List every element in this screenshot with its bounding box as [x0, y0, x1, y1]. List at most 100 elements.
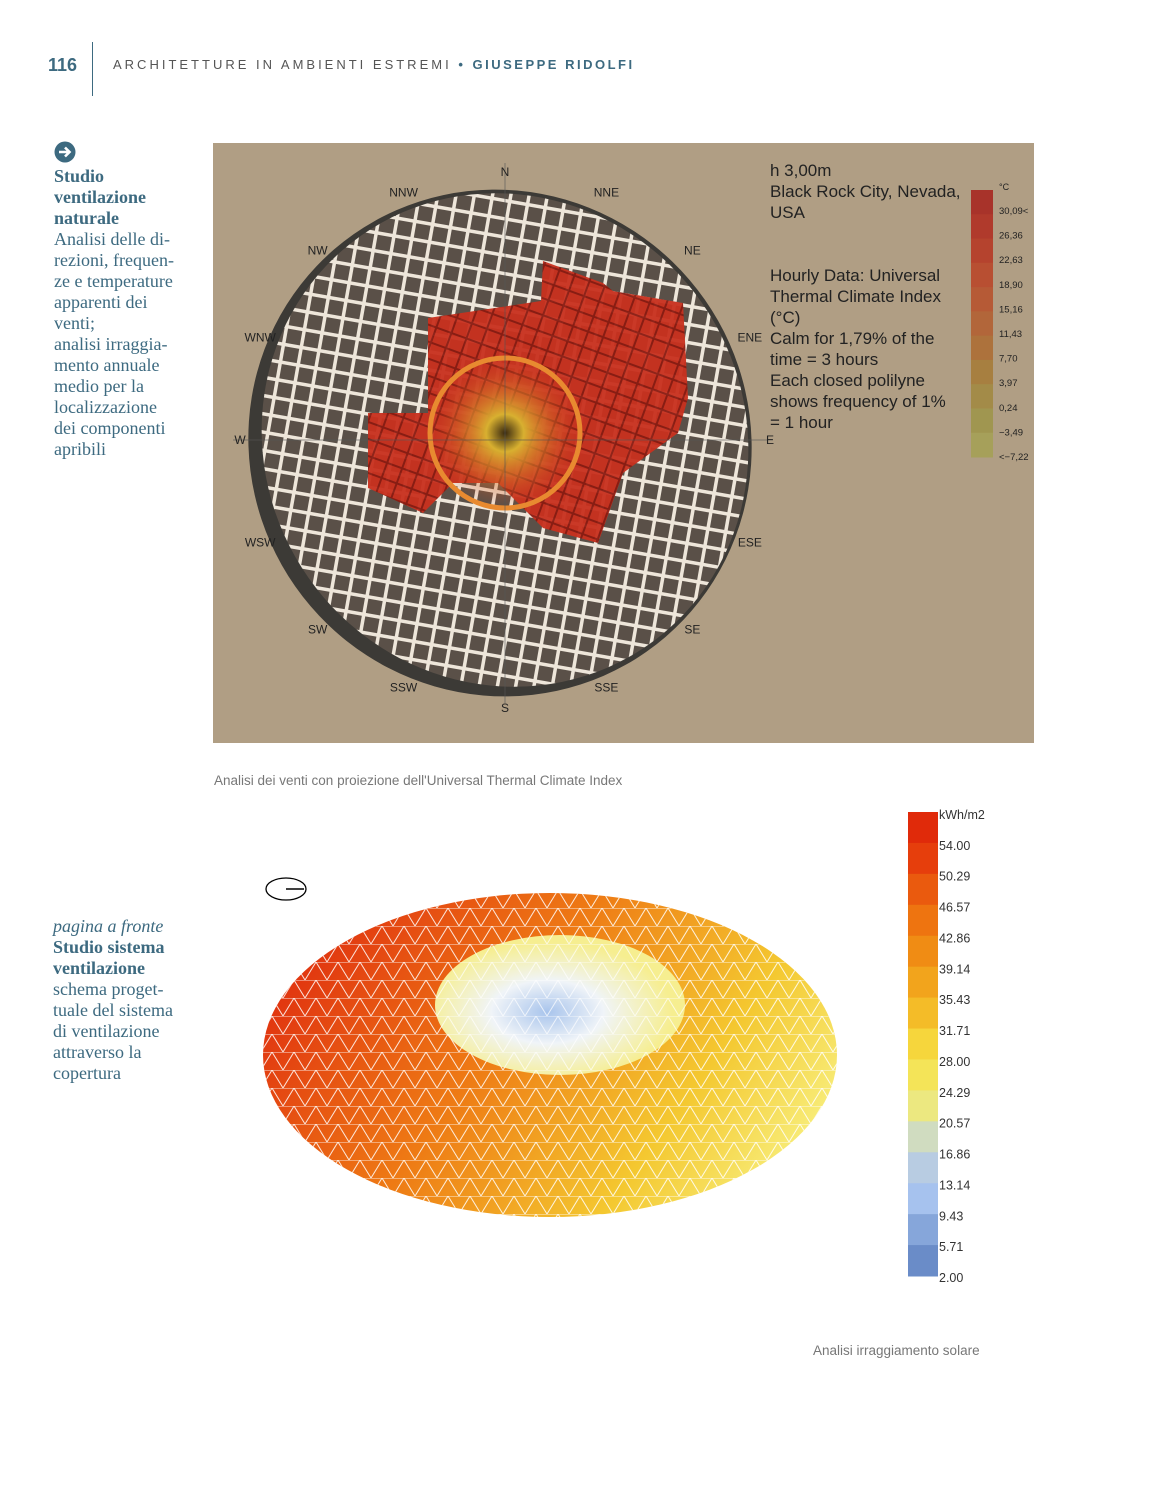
compass-label: S	[501, 701, 509, 715]
compass-label: E	[766, 433, 774, 447]
legend-swatch	[908, 904, 938, 937]
legend-swatch	[971, 287, 993, 312]
sidebar-text-line: attraverso la	[53, 1042, 142, 1062]
sidebar-text-line: dei componenti	[54, 418, 166, 438]
compass-label: ESE	[738, 536, 762, 550]
info-line: USA	[770, 203, 806, 222]
running-title: ARCHITETTURE IN AMBIENTI ESTREMI	[113, 57, 452, 72]
sidebar-title-line: Studio sistema	[53, 937, 165, 957]
compass-label: NE	[684, 243, 701, 257]
legend-label: 3,97	[999, 378, 1018, 389]
info-line: Calm for 1,79% of the	[770, 329, 934, 348]
compass-label: WSW	[245, 536, 276, 550]
compass-label: NNW	[389, 185, 418, 199]
sidebar-text-line: medio per la	[54, 376, 144, 396]
compass-label: SSE	[594, 681, 618, 695]
legend-label: 2.00	[939, 1271, 963, 1285]
legend-swatch	[908, 1183, 938, 1215]
info-line: time = 3 hours	[770, 350, 878, 369]
legend-swatch	[908, 1059, 938, 1091]
legend-label: 39.14	[939, 962, 970, 976]
legend-swatch	[908, 812, 938, 844]
legend-swatch	[908, 1121, 938, 1153]
legend-swatch	[908, 1090, 938, 1122]
caption: Analisi dei venti con proiezione dell'Un…	[214, 773, 623, 788]
sidebar-title-line: Studio	[54, 166, 105, 186]
sidebar-text-line: Analisi delle di-	[54, 229, 170, 249]
sidebar-text-line: tuale del sistema	[53, 1000, 173, 1020]
legend-label: 46.57	[939, 901, 970, 915]
legend-label: 13.14	[939, 1178, 970, 1192]
legend-swatch	[971, 359, 993, 385]
sidebar-text-line: copertura	[53, 1063, 121, 1083]
legend-unit: °C	[999, 182, 1010, 192]
header-rule	[92, 42, 93, 96]
note: pagina a fronte	[53, 916, 164, 936]
arrow-icon	[54, 141, 76, 163]
legend-swatch	[971, 384, 993, 409]
sidebar-1: Studio ventilazione naturale Analisi delle …	[54, 166, 174, 460]
legend-swatch	[908, 935, 938, 968]
legend-swatch	[908, 842, 938, 875]
legend-label: 54.00	[939, 839, 970, 853]
running-header: ARCHITETTURE IN AMBIENTI ESTREMI • GIUSE…	[113, 57, 635, 72]
legend-label: 16.86	[939, 1148, 970, 1162]
sidebar-title-line: naturale	[54, 208, 119, 228]
info-line: (°C)	[770, 308, 800, 327]
info-line: Each closed polilyne	[770, 371, 925, 390]
sidebar-text-line: venti;	[54, 313, 95, 333]
legend-label: 18,90	[999, 280, 1023, 291]
legend-label: 24.29	[939, 1086, 970, 1100]
compass-label: ENE	[737, 330, 762, 344]
sidebar-title-line: ventilazione	[54, 187, 146, 207]
compass-label: SSW	[390, 681, 418, 695]
compass-label: NW	[308, 243, 329, 257]
legend-swatch	[908, 966, 938, 999]
wind-rose-figure: N NNE NE ENE E ESE SE SSE S SSW SW WSW W WNW NW NNW h 3,…	[213, 143, 1034, 743]
sidebar-2: pagina a fronte Studio sistema ventilazio…	[53, 916, 173, 1084]
sidebar-title-line: ventilazione	[53, 958, 145, 978]
info-line: Hourly Data: Universal	[770, 266, 940, 285]
legend-label: 30,09<	[999, 206, 1029, 217]
legend-swatch	[971, 335, 993, 361]
page-number: 116	[48, 55, 78, 75]
info-line: shows frequency of 1%	[770, 392, 946, 411]
legend-label: 28.00	[939, 1055, 970, 1069]
legend-label: −3,49	[999, 427, 1023, 438]
legend-swatch	[908, 997, 938, 1030]
legend-swatch	[908, 873, 938, 906]
compass-label: N	[501, 165, 510, 179]
legend-label: 35.43	[939, 993, 970, 1007]
legend-label: 42.86	[939, 931, 970, 945]
compass-label: WNW	[245, 330, 277, 344]
sidebar-text-line: localizzazione	[54, 397, 157, 417]
legend-swatch	[971, 262, 993, 288]
sidebar-text-line: analisi irraggia-	[54, 334, 168, 354]
sidebar-text-line: apparenti dei	[54, 292, 148, 312]
sidebar-text-line: ze e temperature	[54, 271, 173, 291]
legend-swatch	[971, 311, 993, 337]
legend-swatch	[971, 214, 993, 240]
legend-label: 7,70	[999, 354, 1018, 365]
compass-label: SW	[308, 623, 328, 637]
legend-swatch	[908, 1214, 938, 1246]
sidebar-text-line: apribili	[54, 439, 106, 459]
legend-label: 0,24	[999, 403, 1018, 414]
legend-label: 5.71	[939, 1240, 963, 1254]
author: GIUSEPPE RIDOLFI	[472, 57, 635, 72]
legend-label: <−7,22	[999, 452, 1029, 463]
legend-swatch	[908, 1028, 938, 1060]
caption: Analisi irraggiamento solare	[813, 1343, 980, 1358]
legend-label: 20.57	[939, 1117, 970, 1131]
legend-label: 31.71	[939, 1024, 970, 1038]
legend-label: 9.43	[939, 1209, 963, 1223]
info-line: = 1 hour	[770, 413, 833, 432]
sidebar-text-line: mento annuale	[54, 355, 160, 375]
legend-swatch	[908, 1245, 938, 1277]
legend-label: 26,36	[999, 231, 1023, 242]
legend-label: 22,63	[999, 255, 1023, 266]
sidebar-text-line: di ventilazione	[53, 1021, 160, 1041]
info-line: h 3,00m	[770, 161, 831, 180]
legend-unit: kWh/m2	[939, 808, 985, 822]
